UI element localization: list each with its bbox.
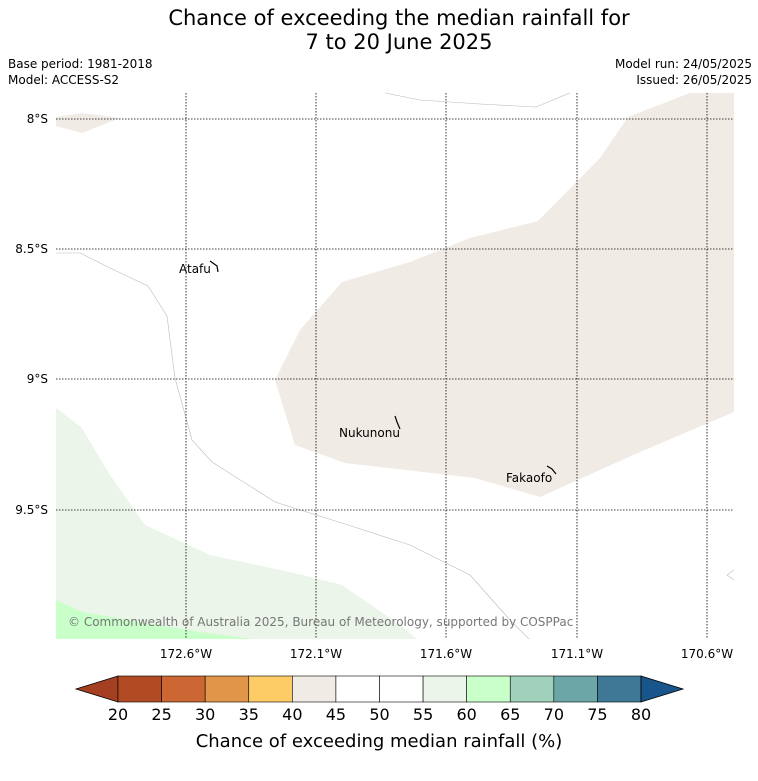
colorbar-label: 35: [239, 705, 259, 724]
meta-left: Base period: 1981-2018 Model: ACCESS-S2: [8, 56, 153, 88]
title-line-2: 7 to 20 June 2025: [305, 30, 493, 54]
colorbar-segment: [422, 675, 467, 703]
colorbar-label: 25: [151, 705, 171, 724]
colorbar-label: 50: [369, 705, 389, 724]
lat-tick-label: 9°S: [27, 372, 48, 386]
colorbar-segment: [335, 675, 380, 703]
colorbar-segment: [292, 675, 337, 703]
place-nukunonu: Nukunonu: [339, 426, 400, 440]
colorbar-segment: [161, 675, 206, 703]
colorbar-segment: [117, 675, 162, 703]
region-40-45-upper-left: [56, 113, 120, 133]
colorbar-segment: [597, 675, 642, 703]
region-40-45-main: [275, 93, 734, 497]
lon-tick-label: 171.1°W: [551, 647, 603, 661]
colorbar: 20 25 30 35 40 45 50 55 60 65 70 75 80 Chance of exc…: [74, 675, 685, 752]
colorbar-over-arrow: [640, 675, 685, 703]
contour-line-1: [56, 252, 530, 639]
colorbar-label: 20: [108, 705, 128, 724]
gridlines: [56, 93, 734, 639]
place-fakaofo: Fakaofo: [506, 471, 552, 485]
place-atafu: Atafu: [179, 262, 211, 276]
colorbar-segment: [204, 675, 250, 703]
lat-tick-label: 8°S: [27, 112, 48, 126]
colorbar-label: 40: [282, 705, 302, 724]
colorbar-labels: 20 25 30 35 40 45 50 55 60 65 70 75 80: [108, 705, 651, 724]
lat-tick-labels: 8°S 8.5°S 9°S 9.5°S: [15, 112, 48, 517]
region-60-65: [56, 600, 253, 639]
colorbar-label: 60: [456, 705, 476, 724]
map-title: Chance of exceeding the median rainfall …: [0, 6, 758, 54]
meta-right: Model run: 24/05/2025 Issued: 26/05/2025: [615, 56, 752, 88]
colorbar-label: 80: [631, 705, 651, 724]
colorbar-label: 75: [587, 705, 607, 724]
lon-tick-label: 172.1°W: [290, 647, 342, 661]
lon-tick-label: 170.6°W: [681, 647, 733, 661]
atafu-island: [209, 260, 219, 273]
model-label: Model: ACCESS-S2: [8, 73, 120, 87]
contour-line-3: [726, 569, 734, 581]
contour-line-2: [384, 93, 571, 108]
model-run-label: Model run: 24/05/2025: [614, 57, 752, 71]
colorbar-segment: [466, 675, 511, 703]
fakaofo-island: [546, 465, 557, 475]
colorbar-segment: [248, 675, 293, 703]
colorbar-title: Chance of exceeding median rainfall (%): [196, 731, 563, 752]
region-55-60: [56, 408, 417, 639]
lon-tick-label: 172.6°W: [160, 647, 212, 661]
lon-tick-label: 171.6°W: [420, 647, 472, 661]
lat-tick-label: 8.5°S: [15, 242, 48, 256]
base-period-label: Base period: 1981-2018: [8, 57, 153, 71]
colorbar-segments: [117, 675, 642, 703]
colorbar-under-arrow: [74, 675, 119, 703]
colorbar-segment: [379, 675, 424, 703]
lon-tick-labels: 172.6°W 172.1°W 171.6°W 171.1°W 170.6°W: [160, 647, 733, 661]
colorbar-label: 30: [195, 705, 215, 724]
colorbar-segment: [509, 675, 555, 703]
colorbar-segment: [553, 675, 598, 703]
copyright-note: © Commonwealth of Australia 2025, Bureau…: [68, 615, 573, 629]
title-line-1: Chance of exceeding the median rainfall …: [168, 6, 630, 30]
colorbar-label: 70: [544, 705, 564, 724]
map-area: Atafu Nukunonu Fakaofo © Commonwealth of…: [56, 93, 734, 639]
issued-label: Issued: 26/05/2025: [636, 73, 752, 87]
colorbar-label: 55: [413, 705, 433, 724]
colorbar-label: 45: [326, 705, 346, 724]
colorbar-label: 65: [500, 705, 520, 724]
lat-tick-label: 9.5°S: [15, 503, 48, 517]
nukunonu-island: [394, 415, 401, 430]
